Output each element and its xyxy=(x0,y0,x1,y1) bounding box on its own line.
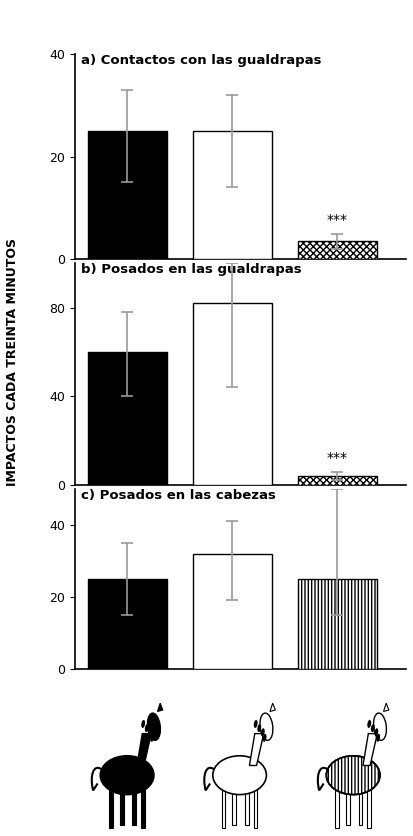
Ellipse shape xyxy=(150,734,154,742)
Bar xyxy=(192,131,271,259)
Bar xyxy=(192,553,271,669)
Text: ***: *** xyxy=(326,213,347,227)
Bar xyxy=(88,131,166,259)
Polygon shape xyxy=(137,734,151,766)
Bar xyxy=(192,303,271,485)
Ellipse shape xyxy=(145,724,148,732)
Ellipse shape xyxy=(253,720,257,728)
Ellipse shape xyxy=(212,756,266,794)
Bar xyxy=(367,789,370,828)
Ellipse shape xyxy=(370,724,374,732)
Ellipse shape xyxy=(262,734,266,742)
Text: IMPACTOS CADA TREINTA MINUTOS: IMPACTOS CADA TREINTA MINUTOS xyxy=(6,237,19,486)
Ellipse shape xyxy=(100,756,154,794)
Ellipse shape xyxy=(148,728,152,737)
Bar xyxy=(132,787,136,825)
Bar xyxy=(120,787,123,825)
Bar xyxy=(297,579,376,669)
Ellipse shape xyxy=(375,734,379,742)
Ellipse shape xyxy=(374,728,377,737)
Bar xyxy=(335,789,338,828)
Ellipse shape xyxy=(147,713,160,741)
Bar xyxy=(297,242,376,259)
Polygon shape xyxy=(382,703,388,711)
Ellipse shape xyxy=(325,756,379,794)
Bar xyxy=(297,476,376,485)
Polygon shape xyxy=(157,703,162,711)
Bar xyxy=(232,787,235,825)
Bar xyxy=(253,789,257,828)
Bar xyxy=(109,789,112,828)
Text: ***: *** xyxy=(326,451,347,465)
Polygon shape xyxy=(362,734,376,766)
Bar xyxy=(88,579,166,669)
Bar xyxy=(88,352,166,485)
Text: b) Posados en las gualdrapas: b) Posados en las gualdrapas xyxy=(81,263,301,277)
Ellipse shape xyxy=(366,720,370,728)
Polygon shape xyxy=(249,734,263,766)
Text: c) Posados en las cabezas: c) Posados en las cabezas xyxy=(81,489,275,502)
Bar xyxy=(244,787,248,825)
Ellipse shape xyxy=(141,720,145,728)
Ellipse shape xyxy=(373,713,385,741)
Ellipse shape xyxy=(257,724,261,732)
Bar xyxy=(358,787,361,825)
Ellipse shape xyxy=(260,728,264,737)
Bar xyxy=(345,787,349,825)
Text: a) Contactos con las gualdrapas: a) Contactos con las gualdrapas xyxy=(81,54,321,68)
Bar xyxy=(141,789,145,828)
Bar xyxy=(221,789,225,828)
Ellipse shape xyxy=(259,713,272,741)
Polygon shape xyxy=(269,703,275,711)
